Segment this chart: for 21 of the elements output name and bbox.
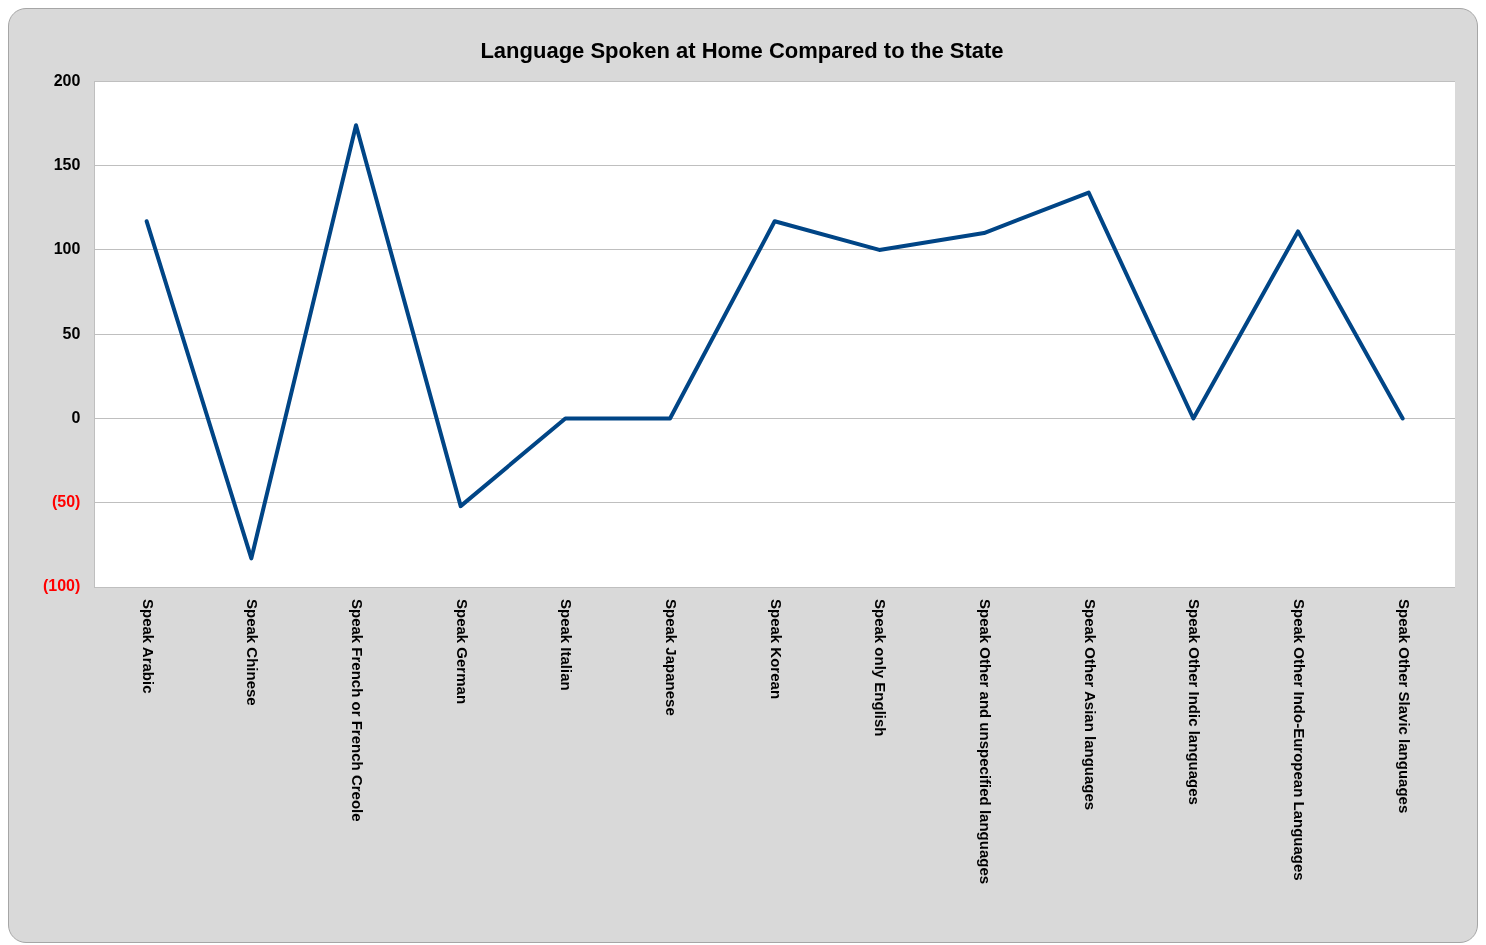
y-tick-label: (100) [42,577,81,595]
x-tick-label: Speak Other Asian languages [1081,599,1099,811]
x-tick-label: Speak Other and unspecified languages [976,599,994,885]
x-tick-label: Speak French or French Creole [348,599,366,822]
x-tick-label: Speak German [453,599,471,705]
x-tick-label: Speak Japanese [662,599,680,716]
x-tick-label: Speak Italian [558,599,576,691]
y-tick-label: 150 [53,156,81,174]
x-tick-label: Speak Korean [767,599,785,700]
y-tick-label: (50) [51,493,81,511]
x-tick-label: Speak Other Slavic languages [1395,599,1413,814]
x-tick-label: Speak Arabic [139,599,157,694]
y-tick-label: 200 [53,71,81,89]
x-tick-label: Speak Chinese [244,599,262,706]
x-tick-label: Speak Other Indic languages [1186,599,1204,805]
chart-title: Language Spoken at Home Compared to the State [480,38,1004,64]
x-tick-label: Speak only English [872,599,890,737]
y-tick-label: 100 [53,240,81,258]
y-tick-label: 50 [62,324,81,342]
y-tick-label: 0 [71,408,81,426]
x-tick-label: Speak Other Indo-European Languages [1290,599,1308,881]
